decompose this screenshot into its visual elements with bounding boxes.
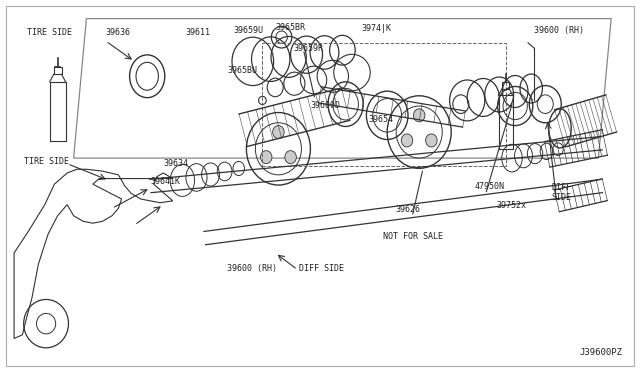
Text: 39600D: 39600D xyxy=(310,101,340,110)
Text: 3965BU: 3965BU xyxy=(227,65,257,74)
Text: 39600 (RH): 39600 (RH) xyxy=(227,264,277,273)
Text: 39634: 39634 xyxy=(163,158,188,167)
Text: DIFF
SIDE: DIFF SIDE xyxy=(552,183,572,202)
Text: 39659U: 39659U xyxy=(234,26,264,35)
Ellipse shape xyxy=(426,134,437,147)
Ellipse shape xyxy=(413,109,425,122)
Text: 39600 (RH): 39600 (RH) xyxy=(534,26,584,35)
Ellipse shape xyxy=(285,151,296,164)
Text: 39611: 39611 xyxy=(186,28,211,37)
Ellipse shape xyxy=(273,125,284,138)
Text: 47950N: 47950N xyxy=(475,182,505,191)
Text: TIRE SIDE: TIRE SIDE xyxy=(24,157,69,166)
Text: DIFF SIDE: DIFF SIDE xyxy=(299,264,344,273)
Text: 3965BR: 3965BR xyxy=(275,23,305,32)
Text: 3974|K: 3974|K xyxy=(362,23,392,32)
Text: J39600PZ: J39600PZ xyxy=(579,348,622,357)
Text: 39659R: 39659R xyxy=(293,44,323,53)
Text: TIRE SIDE: TIRE SIDE xyxy=(27,28,72,37)
Text: 39641K: 39641K xyxy=(150,177,180,186)
Text: 39636: 39636 xyxy=(106,28,131,37)
Text: NOT FOR SALE: NOT FOR SALE xyxy=(383,232,443,241)
Ellipse shape xyxy=(401,134,413,147)
Text: 39626: 39626 xyxy=(396,205,420,214)
Ellipse shape xyxy=(260,151,272,164)
Text: 39752x: 39752x xyxy=(496,201,526,210)
Text: 39654: 39654 xyxy=(368,115,393,124)
